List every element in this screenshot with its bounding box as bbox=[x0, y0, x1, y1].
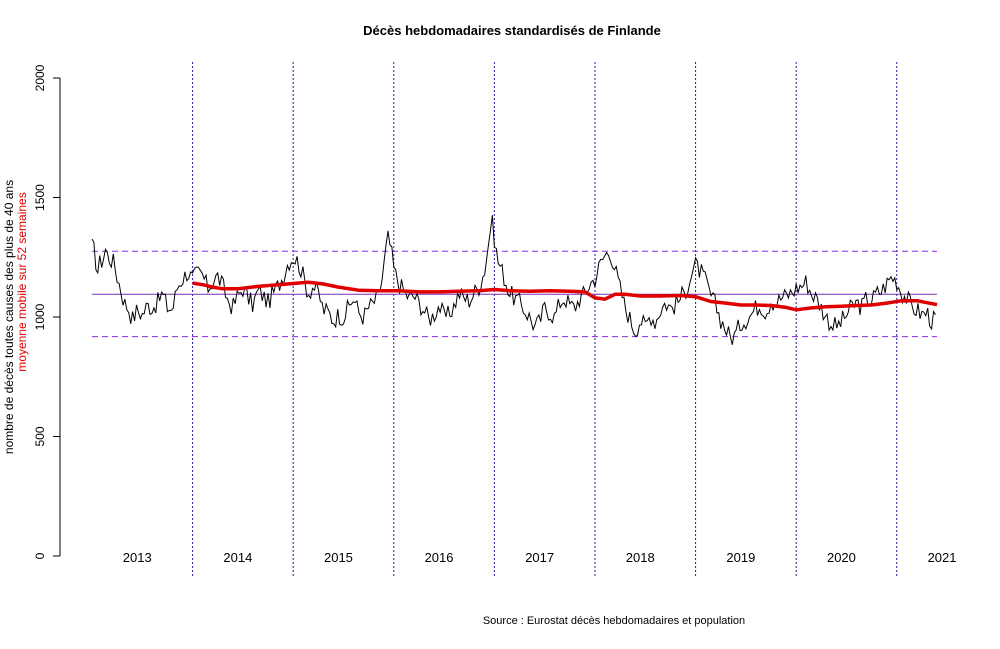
year-label: 2016 bbox=[425, 550, 454, 565]
year-label: 2017 bbox=[525, 550, 554, 565]
y-axis: 0 500 1000 1500 2000 bbox=[33, 64, 61, 559]
y-tick-label: 1500 bbox=[33, 184, 47, 211]
year-label: 2014 bbox=[223, 550, 252, 565]
y-tick-label: 1000 bbox=[33, 303, 47, 330]
year-label: 2021 bbox=[928, 550, 957, 565]
year-label: 2018 bbox=[626, 550, 655, 565]
year-label: 2020 bbox=[827, 550, 856, 565]
year-label: 2015 bbox=[324, 550, 353, 565]
y-axis-label: nombre de décès toutes causes des plus d… bbox=[2, 180, 16, 454]
year-label: 2019 bbox=[726, 550, 755, 565]
y-tick-label: 0 bbox=[33, 552, 47, 559]
y-axis-label-moving-average: moyenne mobile sur 52 semaines bbox=[15, 192, 29, 371]
chart-title: Décès hebdomadaires standardisés de Finl… bbox=[363, 23, 661, 38]
year-label: 2013 bbox=[123, 550, 152, 565]
series-layer bbox=[91, 215, 938, 345]
moving-average-line bbox=[192, 280, 938, 312]
source-note: Source : Eurostat décès hebdomadaires et… bbox=[483, 615, 745, 627]
reference-lines bbox=[92, 250, 937, 338]
y-tick-label: 500 bbox=[33, 426, 47, 446]
year-labels: 2013 2014 2015 2016 2017 2018 2019 2020 2021 bbox=[123, 550, 957, 565]
year-separators bbox=[192, 62, 898, 578]
y-tick-label: 2000 bbox=[33, 64, 47, 91]
weekly-deaths-line bbox=[91, 215, 936, 345]
